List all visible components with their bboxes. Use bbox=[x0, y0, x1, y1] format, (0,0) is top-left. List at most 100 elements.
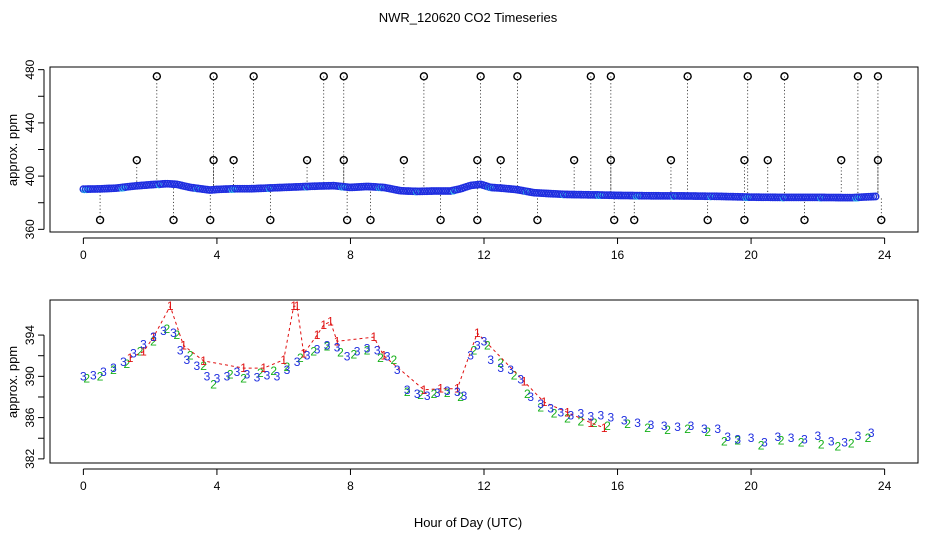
series-2-point: 2 bbox=[511, 368, 518, 382]
outlier-data-point bbox=[873, 72, 883, 81]
series-3-point: 3 bbox=[801, 432, 808, 446]
outlier-data-point bbox=[339, 72, 348, 81]
series-2-point: 2 bbox=[137, 345, 144, 359]
series-3-point: 3 bbox=[828, 434, 835, 448]
top-x-axis: 0 4 8 12 16 20 24 bbox=[80, 237, 892, 262]
series-1-point: 1 bbox=[564, 405, 571, 419]
series-1-point: 1 bbox=[601, 421, 608, 435]
series-2-point: 2 bbox=[257, 366, 264, 380]
series-3-point: 3 bbox=[100, 365, 107, 379]
series-1-point: 1 bbox=[294, 299, 301, 313]
outlier-data-point bbox=[95, 215, 105, 225]
series-3-point: 3 bbox=[474, 338, 481, 352]
outlier-data-point bbox=[496, 155, 505, 165]
series-2-point: 2 bbox=[721, 434, 728, 448]
series-3-point: 3 bbox=[170, 326, 177, 340]
series-2-point: 2 bbox=[684, 422, 691, 436]
series-1-point: 1 bbox=[521, 375, 528, 389]
series-3-point: 3 bbox=[788, 431, 795, 445]
top-x-tick-label: 8 bbox=[347, 248, 354, 262]
bottom-y-tick-label: 386 bbox=[23, 407, 37, 427]
series-3-point: 3 bbox=[648, 418, 655, 432]
top-x-tick-label: 12 bbox=[477, 248, 491, 262]
series-1-point: 1 bbox=[327, 315, 334, 329]
series-3-point: 3 bbox=[537, 397, 544, 411]
series-2-point: 2 bbox=[564, 412, 571, 426]
bottom-x-tick-label: 12 bbox=[477, 479, 491, 493]
series-3-point: 3 bbox=[527, 390, 534, 404]
series-3-point: 3 bbox=[608, 411, 615, 425]
series-3-point: 3 bbox=[815, 429, 822, 443]
series-2-point: 2 bbox=[444, 386, 451, 400]
bottom-x-tick-label: 8 bbox=[347, 479, 354, 493]
outlier-data-point bbox=[703, 215, 712, 225]
series-2-point: 2 bbox=[404, 385, 411, 399]
series-3-point: 3 bbox=[567, 409, 574, 423]
series-2-point: 2 bbox=[778, 433, 785, 447]
series-3-point: 3 bbox=[507, 363, 514, 377]
series-3-point: 3 bbox=[424, 389, 431, 403]
outlier-data-point bbox=[249, 72, 258, 81]
outlier-data-point bbox=[586, 72, 596, 81]
outlier-data-point bbox=[740, 155, 749, 165]
outlier-data-point bbox=[152, 72, 162, 81]
series-3-point: 3 bbox=[598, 409, 605, 423]
x-axis-label: Hour of Day (UTC) bbox=[414, 515, 522, 530]
series-1-point: 1 bbox=[437, 382, 444, 396]
series-2-point: 2 bbox=[110, 363, 117, 377]
outlier-data-point bbox=[342, 215, 352, 225]
outlier-data-point bbox=[476, 72, 485, 81]
top-x-tick-label: 20 bbox=[744, 248, 758, 262]
series-3-point: 3 bbox=[404, 383, 411, 397]
outlier-data-point bbox=[853, 72, 863, 81]
series-1-point: 1 bbox=[127, 351, 134, 365]
series-3-point: 3 bbox=[304, 349, 311, 363]
series-1-point: 1 bbox=[381, 349, 388, 363]
series-3-point: 3 bbox=[254, 370, 261, 384]
series-3-point: 3 bbox=[334, 340, 341, 354]
series-3-point: 3 bbox=[855, 429, 862, 443]
outlier-data-point bbox=[209, 155, 218, 165]
series-3-point: 3 bbox=[714, 422, 721, 436]
series-3-point: 3 bbox=[110, 361, 117, 375]
top-plot-frame bbox=[49, 66, 919, 233]
series-2-point: 2 bbox=[577, 415, 584, 429]
top-y-tick-label: 440 bbox=[23, 113, 37, 133]
series-3-point: 3 bbox=[314, 343, 321, 357]
series-2-point: 2 bbox=[604, 419, 611, 433]
series-2-point: 2 bbox=[364, 344, 371, 358]
series-3-point: 3 bbox=[497, 361, 504, 375]
outlier-data-point bbox=[266, 215, 275, 225]
series-2-point: 2 bbox=[758, 438, 765, 452]
series-1-point: 1 bbox=[314, 328, 321, 342]
series-2-point: 2 bbox=[350, 348, 357, 362]
series-2-point: 2 bbox=[83, 371, 90, 385]
series-1-point: 1 bbox=[320, 318, 327, 332]
top-y-axis: 360 400 440 480 bbox=[23, 59, 45, 239]
top-y-axis-label: approx. ppm bbox=[5, 114, 20, 186]
series-1-point: 1 bbox=[240, 361, 247, 375]
series-3-point: 3 bbox=[841, 435, 848, 449]
top-panel: approx. ppm 0 4 8 12 16 20 24 360 400 440 480 bbox=[5, 59, 919, 262]
series-3-point: 3 bbox=[467, 349, 474, 363]
series-2-point: 2 bbox=[297, 351, 304, 365]
series-3-point: 3 bbox=[481, 334, 488, 348]
series-1-point: 1 bbox=[167, 299, 174, 313]
series-3-point: 3 bbox=[734, 432, 741, 446]
series-3-point: 3 bbox=[557, 405, 564, 419]
outlier-data-point bbox=[229, 155, 238, 165]
series-2-point: 2 bbox=[798, 435, 805, 449]
outlier-data-point bbox=[630, 215, 639, 225]
top-y-tick-label: 400 bbox=[23, 166, 37, 186]
outlier-data-point bbox=[169, 215, 178, 225]
series-2-point: 2 bbox=[164, 322, 171, 336]
figure-title: NWR_120620 CO2 Timeseries bbox=[379, 10, 558, 25]
series-1-point: 1 bbox=[200, 354, 207, 368]
series-3-point: 3 bbox=[414, 387, 421, 401]
outlier-data-point bbox=[513, 72, 522, 81]
series-1-point: 1 bbox=[300, 347, 307, 361]
outlier-data-point bbox=[666, 155, 676, 165]
series-2-point: 2 bbox=[865, 431, 872, 445]
series-2-point: 2 bbox=[391, 353, 398, 367]
top-x-tick-label: 24 bbox=[878, 248, 892, 262]
